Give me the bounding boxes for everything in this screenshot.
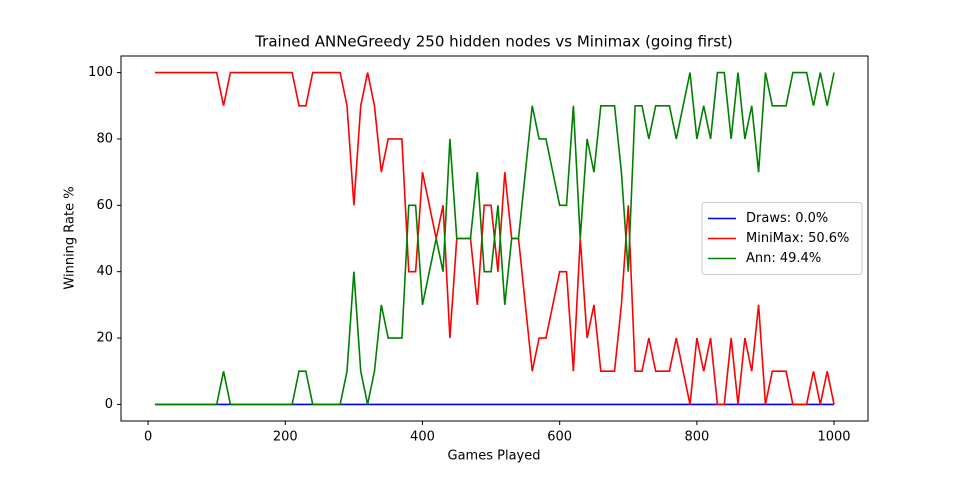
- x-tick-label: 400: [410, 430, 435, 445]
- x-tick-label: 1000: [817, 430, 850, 445]
- legend-label: MiniMax: 50.6%: [746, 231, 849, 246]
- y-axis-label: Winning Rate %: [63, 186, 78, 289]
- legend-label: Ann: 49.4%: [746, 251, 821, 266]
- chart-title: Trained ANNeGreedy 250 hidden nodes vs M…: [254, 33, 733, 51]
- y-tick-label: 0: [105, 397, 113, 412]
- x-tick-label: 600: [547, 430, 572, 445]
- legend-label: Draws: 0.0%: [746, 211, 828, 226]
- x-axis-label: Games Played: [448, 449, 541, 464]
- y-tick-label: 20: [96, 331, 113, 346]
- x-tick-label: 800: [684, 430, 709, 445]
- series-line: [154, 71, 835, 406]
- y-tick-label: 100: [88, 65, 113, 80]
- legend-box: [701, 202, 863, 275]
- y-tick-label: 40: [96, 264, 113, 279]
- x-tick-label: 200: [273, 430, 298, 445]
- plot-frame: [120, 55, 869, 422]
- y-tick-label: 80: [96, 131, 113, 146]
- y-tick-label: 60: [96, 198, 113, 213]
- x-tick-label: 0: [144, 430, 152, 445]
